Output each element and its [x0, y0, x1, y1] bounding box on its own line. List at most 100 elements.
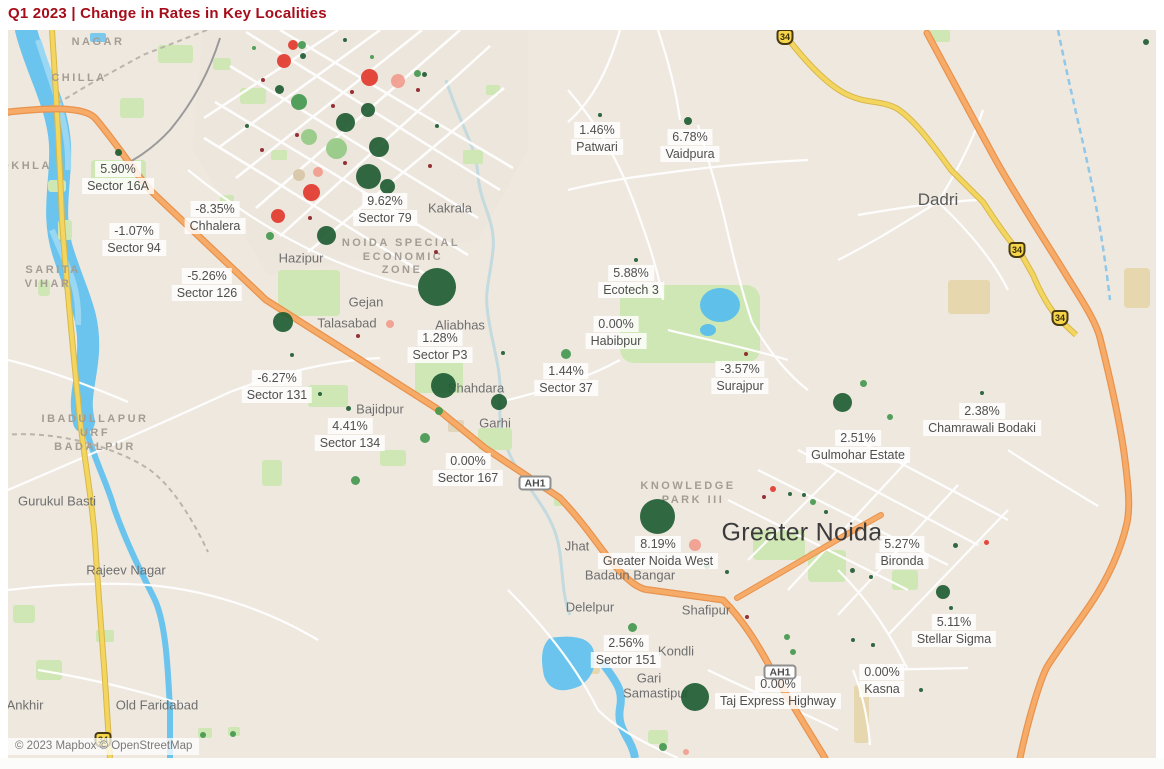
data-mark[interactable] — [788, 492, 792, 496]
data-mark[interactable] — [361, 103, 375, 117]
data-mark[interactable] — [295, 133, 299, 137]
data-mark[interactable] — [435, 407, 443, 415]
locality-label-habibpur[interactable]: 0.00% Habibpur — [585, 316, 647, 349]
data-mark[interactable] — [501, 351, 505, 355]
locality-label-sector-94[interactable]: -1.07% Sector 94 — [102, 223, 166, 256]
data-mark[interactable] — [301, 129, 317, 145]
data-mark[interactable] — [421, 71, 427, 77]
data-mark[interactable] — [418, 268, 456, 306]
data-mark[interactable] — [308, 216, 312, 220]
data-mark[interactable] — [681, 683, 709, 711]
data-mark[interactable] — [114, 148, 122, 156]
data-mark[interactable] — [370, 55, 374, 59]
data-mark[interactable] — [683, 749, 689, 755]
data-mark[interactable] — [379, 178, 395, 194]
data-mark[interactable] — [598, 113, 602, 117]
data-mark[interactable] — [318, 392, 322, 396]
map-canvas[interactable]: NAGAR CHILLA OKHLA SARITA VIHAR IBADULLAPUR UR… — [8, 30, 1156, 758]
locality-label-sector-16a[interactable]: 5.90% Sector 16A — [82, 161, 154, 194]
data-mark[interactable] — [832, 392, 852, 412]
data-mark[interactable] — [428, 164, 432, 168]
data-mark[interactable] — [762, 495, 766, 499]
locality-label-taj-express-highway[interactable]: 0.00% Taj Express Highway — [714, 676, 842, 709]
data-mark[interactable] — [491, 394, 507, 410]
data-mark[interactable] — [919, 688, 923, 692]
data-mark[interactable] — [350, 475, 360, 485]
data-mark[interactable] — [725, 570, 729, 574]
data-mark[interactable] — [245, 124, 249, 128]
locality-label-sector-134[interactable]: 4.41% Sector 134 — [314, 418, 386, 451]
locality-label-sector-131[interactable]: -6.27% Sector 131 — [241, 370, 313, 403]
data-mark[interactable] — [335, 112, 355, 132]
data-mark[interactable] — [790, 649, 796, 655]
data-mark[interactable] — [261, 78, 265, 82]
data-mark[interactable] — [360, 68, 378, 86]
locality-label-sector-37[interactable]: 1.44% Sector 37 — [534, 363, 598, 396]
data-mark[interactable] — [810, 499, 816, 505]
data-mark[interactable] — [859, 379, 867, 387]
locality-label-vaidpura[interactable]: 6.78% Vaidpura — [660, 129, 720, 162]
locality-label-chamrawali-bodaki[interactable]: 2.38% Chamrawali Bodaki — [923, 403, 1041, 436]
locality-label-greater-noida-west[interactable]: 8.19% Greater Noida West — [597, 536, 719, 569]
data-mark[interactable] — [316, 225, 336, 245]
data-mark[interactable] — [350, 90, 354, 94]
locality-label-sector-167[interactable]: 0.00% Sector 167 — [432, 453, 504, 486]
data-mark[interactable] — [302, 183, 320, 201]
locality-label-patwari[interactable]: 1.46% Patwari — [571, 122, 623, 155]
data-mark[interactable] — [689, 539, 701, 551]
data-mark[interactable] — [887, 414, 893, 420]
data-mark[interactable] — [313, 167, 323, 177]
data-mark[interactable] — [824, 510, 828, 514]
data-mark[interactable] — [230, 731, 236, 737]
data-mark[interactable] — [290, 353, 294, 357]
data-mark[interactable] — [266, 232, 274, 240]
data-mark[interactable] — [434, 250, 438, 254]
data-mark[interactable] — [386, 320, 394, 328]
locality-label-sector-79[interactable]: 9.62% Sector 79 — [353, 193, 417, 226]
data-mark[interactable] — [288, 40, 298, 50]
data-mark[interactable] — [561, 349, 571, 359]
data-mark[interactable] — [851, 638, 855, 642]
data-mark[interactable] — [420, 433, 430, 443]
locality-label-sector-p3[interactable]: 1.28% Sector P3 — [407, 330, 473, 363]
data-mark[interactable] — [639, 498, 675, 534]
data-mark[interactable] — [277, 54, 291, 68]
data-mark[interactable] — [355, 163, 381, 189]
locality-label-surajpur[interactable]: -3.57% Surajpur — [711, 361, 769, 394]
data-mark[interactable] — [293, 169, 305, 181]
locality-label-gulmohar-estate[interactable]: 2.51% Gulmohar Estate — [806, 430, 910, 463]
data-mark[interactable] — [659, 743, 667, 751]
data-mark[interactable] — [413, 69, 421, 77]
data-mark[interactable] — [980, 391, 984, 395]
data-mark[interactable] — [949, 606, 953, 610]
data-mark[interactable] — [260, 148, 264, 152]
locality-label-chhalera[interactable]: -8.35% Chhalera — [184, 201, 246, 234]
data-mark[interactable] — [325, 137, 347, 159]
data-mark[interactable] — [416, 88, 420, 92]
data-mark[interactable] — [1143, 39, 1149, 45]
data-mark[interactable] — [343, 161, 347, 165]
data-mark[interactable] — [952, 542, 958, 548]
data-mark[interactable] — [331, 104, 335, 108]
data-mark[interactable] — [252, 46, 256, 50]
data-mark[interactable] — [744, 352, 748, 356]
data-mark[interactable] — [271, 209, 285, 223]
data-mark[interactable] — [770, 486, 776, 492]
data-mark[interactable] — [369, 137, 389, 157]
data-mark[interactable] — [634, 258, 638, 262]
locality-label-sector-151[interactable]: 2.56% Sector 151 — [590, 635, 662, 668]
data-mark[interactable] — [869, 575, 873, 579]
data-mark[interactable] — [849, 567, 855, 573]
locality-label-sector-126[interactable]: -5.26% Sector 126 — [171, 268, 243, 301]
locality-label-stellar-sigma[interactable]: 5.11% Stellar Sigma — [911, 614, 997, 647]
data-mark[interactable] — [684, 117, 692, 125]
data-mark[interactable] — [936, 585, 950, 599]
data-mark[interactable] — [273, 312, 293, 332]
data-mark[interactable] — [430, 372, 456, 398]
data-mark[interactable] — [345, 405, 351, 411]
data-mark[interactable] — [356, 334, 360, 338]
data-mark[interactable] — [200, 732, 206, 738]
data-mark[interactable] — [291, 94, 307, 110]
data-mark[interactable] — [983, 539, 989, 545]
data-mark[interactable] — [298, 41, 306, 49]
